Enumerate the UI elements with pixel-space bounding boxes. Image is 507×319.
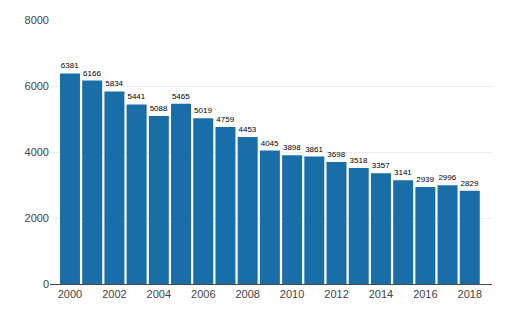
svg-text:5834: 5834: [105, 79, 123, 88]
svg-text:4000: 4000: [25, 146, 49, 158]
svg-text:3357: 3357: [372, 161, 390, 170]
svg-text:3518: 3518: [350, 156, 368, 165]
svg-text:3698: 3698: [327, 150, 345, 159]
svg-text:5465: 5465: [172, 92, 190, 101]
svg-text:2004: 2004: [147, 288, 171, 300]
svg-text:2000: 2000: [25, 212, 49, 224]
svg-text:2000: 2000: [58, 288, 82, 300]
svg-text:5441: 5441: [127, 92, 145, 101]
svg-text:4759: 4759: [216, 115, 234, 124]
svg-text:2002: 2002: [102, 288, 126, 300]
svg-text:4453: 4453: [239, 125, 257, 134]
svg-text:2008: 2008: [235, 288, 259, 300]
svg-text:8000: 8000: [25, 14, 49, 26]
svg-text:5088: 5088: [150, 104, 168, 113]
svg-text:6000: 6000: [25, 80, 49, 92]
svg-text:2939: 2939: [416, 175, 434, 184]
svg-text:2010: 2010: [280, 288, 304, 300]
svg-text:2016: 2016: [413, 288, 437, 300]
svg-text:4045: 4045: [261, 139, 279, 148]
svg-text:5019: 5019: [194, 106, 212, 115]
svg-text:3898: 3898: [283, 143, 301, 152]
svg-text:6381: 6381: [61, 61, 79, 70]
svg-text:0: 0: [43, 278, 49, 290]
svg-text:2829: 2829: [461, 179, 479, 188]
svg-text:3141: 3141: [394, 168, 412, 177]
svg-text:3861: 3861: [305, 145, 323, 154]
svg-text:2996: 2996: [438, 173, 456, 182]
svg-text:2012: 2012: [324, 288, 348, 300]
svg-text:2014: 2014: [369, 288, 393, 300]
svg-text:2006: 2006: [191, 288, 215, 300]
svg-text:2018: 2018: [458, 288, 482, 300]
svg-text:6166: 6166: [83, 69, 101, 78]
